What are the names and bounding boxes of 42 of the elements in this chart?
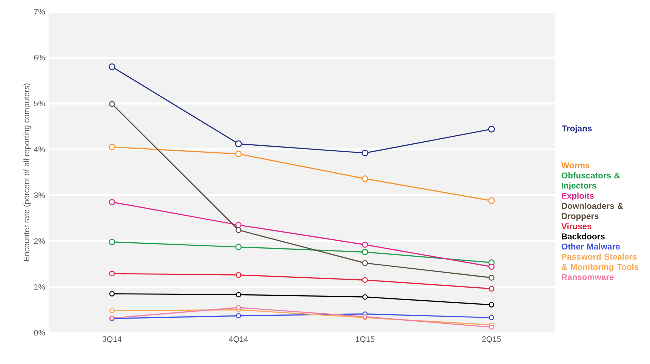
point	[236, 244, 242, 250]
point	[488, 126, 496, 133]
text: Obfuscators & Injectors	[562, 172, 620, 191]
text: Ransomware	[562, 274, 614, 280]
point	[236, 272, 242, 278]
point	[110, 308, 115, 314]
point	[236, 292, 242, 298]
point	[362, 249, 368, 256]
point	[236, 227, 242, 234]
point	[109, 239, 116, 246]
point	[236, 313, 242, 319]
point	[109, 199, 116, 206]
text: Backdoors	[562, 233, 605, 240]
point	[235, 150, 242, 158]
point	[108, 64, 116, 70]
point	[489, 315, 494, 320]
point	[488, 264, 495, 270]
point	[109, 271, 116, 277]
point	[488, 198, 496, 204]
point	[362, 242, 368, 248]
text: Password Stealers & Monitoring Tools	[562, 254, 639, 272]
point	[235, 140, 242, 148]
point	[488, 275, 495, 281]
point	[362, 176, 369, 182]
point	[489, 325, 494, 330]
point	[108, 144, 116, 151]
text: Viruses	[562, 223, 592, 230]
text: Exploits	[562, 192, 594, 201]
text: Trojans	[562, 125, 592, 134]
text: Downloaders & Droppers	[562, 202, 624, 221]
text: Other Malware	[562, 244, 620, 250]
point	[109, 101, 116, 108]
point	[362, 260, 368, 266]
point	[362, 294, 368, 300]
point	[488, 286, 495, 292]
text: Worms	[562, 162, 590, 169]
point	[489, 302, 494, 308]
point	[362, 277, 368, 284]
point	[236, 305, 242, 310]
point	[236, 222, 242, 228]
point	[110, 291, 115, 297]
point	[362, 150, 369, 157]
